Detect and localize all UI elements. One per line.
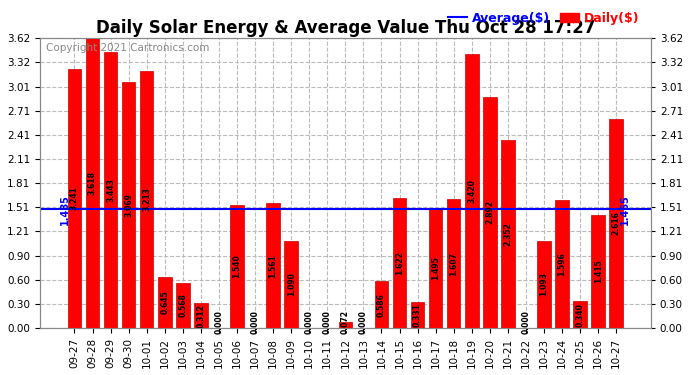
Bar	[194, 303, 208, 328]
Text: 1.495: 1.495	[431, 256, 440, 280]
Bar	[429, 209, 442, 328]
Bar	[501, 140, 515, 328]
Bar	[86, 38, 99, 328]
Text: 0.586: 0.586	[377, 293, 386, 316]
Legend: Average($), Daily($): Average($), Daily($)	[443, 7, 644, 30]
Text: 1.540: 1.540	[233, 255, 241, 278]
Bar	[266, 203, 280, 328]
Bar	[591, 215, 605, 328]
Text: 3.420: 3.420	[467, 179, 476, 203]
Bar	[68, 69, 81, 328]
Bar	[122, 82, 135, 328]
Text: 3.069: 3.069	[124, 194, 133, 217]
Text: 0.000: 0.000	[323, 310, 332, 334]
Text: 0.312: 0.312	[197, 304, 206, 328]
Text: 1.415: 1.415	[593, 260, 602, 284]
Bar	[284, 241, 298, 328]
Bar	[483, 96, 497, 328]
Bar	[411, 302, 424, 328]
Bar	[573, 301, 587, 328]
Text: 0.000: 0.000	[359, 310, 368, 334]
Text: 0.645: 0.645	[160, 291, 169, 314]
Text: 1.607: 1.607	[449, 252, 458, 276]
Text: 3.618: 3.618	[88, 171, 97, 195]
Text: 0.340: 0.340	[575, 303, 584, 327]
Text: 3.443: 3.443	[106, 178, 115, 202]
Text: 1.090: 1.090	[286, 273, 296, 297]
Bar	[140, 71, 153, 328]
Text: 0.568: 0.568	[178, 294, 187, 317]
Text: 0.000: 0.000	[250, 310, 259, 334]
Text: 2.616: 2.616	[612, 211, 621, 236]
Bar	[375, 281, 388, 328]
Text: 0.000: 0.000	[215, 310, 224, 334]
Text: 0.000: 0.000	[305, 310, 314, 334]
Bar	[465, 54, 479, 328]
Bar	[393, 198, 406, 328]
Bar	[230, 205, 244, 328]
Text: 0.000: 0.000	[522, 310, 531, 334]
Text: 3.213: 3.213	[142, 188, 151, 211]
Text: Copyright 2021 Cartronics.com: Copyright 2021 Cartronics.com	[46, 43, 209, 52]
Bar	[104, 53, 117, 328]
Bar	[555, 200, 569, 328]
Text: 3.241: 3.241	[70, 186, 79, 210]
Text: 1.622: 1.622	[395, 251, 404, 275]
Bar	[538, 241, 551, 328]
Text: 0.072: 0.072	[341, 310, 350, 334]
Bar	[447, 200, 460, 328]
Text: 1.561: 1.561	[268, 254, 277, 278]
Title: Daily Solar Energy & Average Value Thu Oct 28 17:27: Daily Solar Energy & Average Value Thu O…	[96, 19, 595, 37]
Text: 2.352: 2.352	[504, 222, 513, 246]
Bar	[176, 283, 190, 328]
Text: 1.485: 1.485	[61, 194, 70, 225]
Bar	[339, 322, 352, 328]
Text: 2.892: 2.892	[485, 200, 494, 224]
Text: 1.596: 1.596	[558, 252, 566, 276]
Text: 1.465: 1.465	[620, 194, 630, 225]
Text: 0.331: 0.331	[413, 303, 422, 327]
Text: 1.093: 1.093	[540, 273, 549, 296]
Bar	[158, 276, 172, 328]
Bar	[609, 118, 623, 328]
